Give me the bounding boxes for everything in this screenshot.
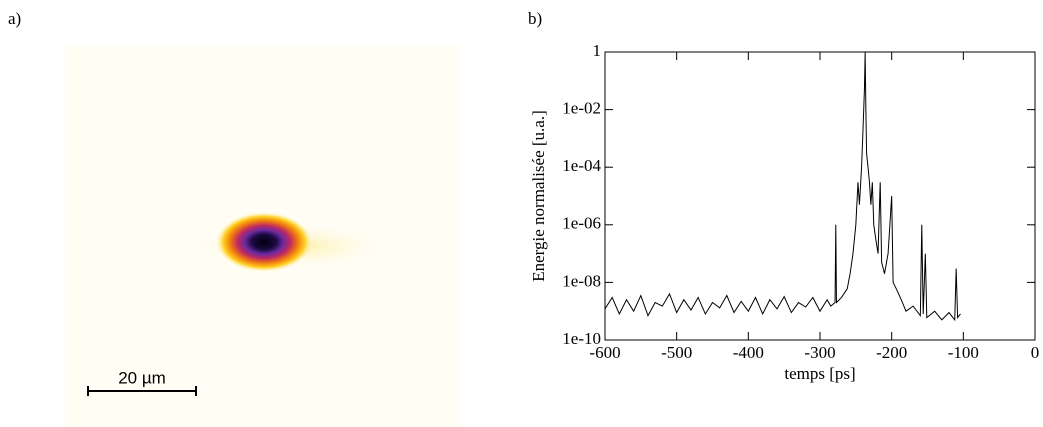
scale-bar-label: 20 µm (118, 368, 166, 387)
y-tick-label: 1e-08 (562, 271, 601, 290)
plot-frame (604, 51, 1036, 341)
beam-spot (216, 212, 312, 272)
x-tick-label: -600 (589, 343, 620, 362)
y-tick-label: 1e-06 (562, 214, 601, 233)
y-axis-label: Energie normalisée [u.a.] (529, 110, 548, 282)
y-tick-label: 1e-04 (562, 156, 601, 175)
y-tick-label: 1e-02 (562, 99, 601, 118)
x-tick-label: -100 (948, 343, 979, 362)
x-tick-label: -400 (733, 343, 764, 362)
signal-line (604, 51, 961, 322)
y-tick-label: 1e-10 (562, 329, 601, 348)
x-tick-label: 0 (1031, 343, 1040, 362)
y-tick-label: 1 (593, 41, 602, 60)
x-tick-label: -500 (661, 343, 692, 362)
panel-label: a) (8, 9, 21, 28)
x-axis-label: temps [ps] (784, 364, 855, 383)
panel-label: b) (528, 9, 542, 28)
x-tick-label: -300 (804, 343, 835, 362)
x-tick-label: -200 (876, 343, 907, 362)
